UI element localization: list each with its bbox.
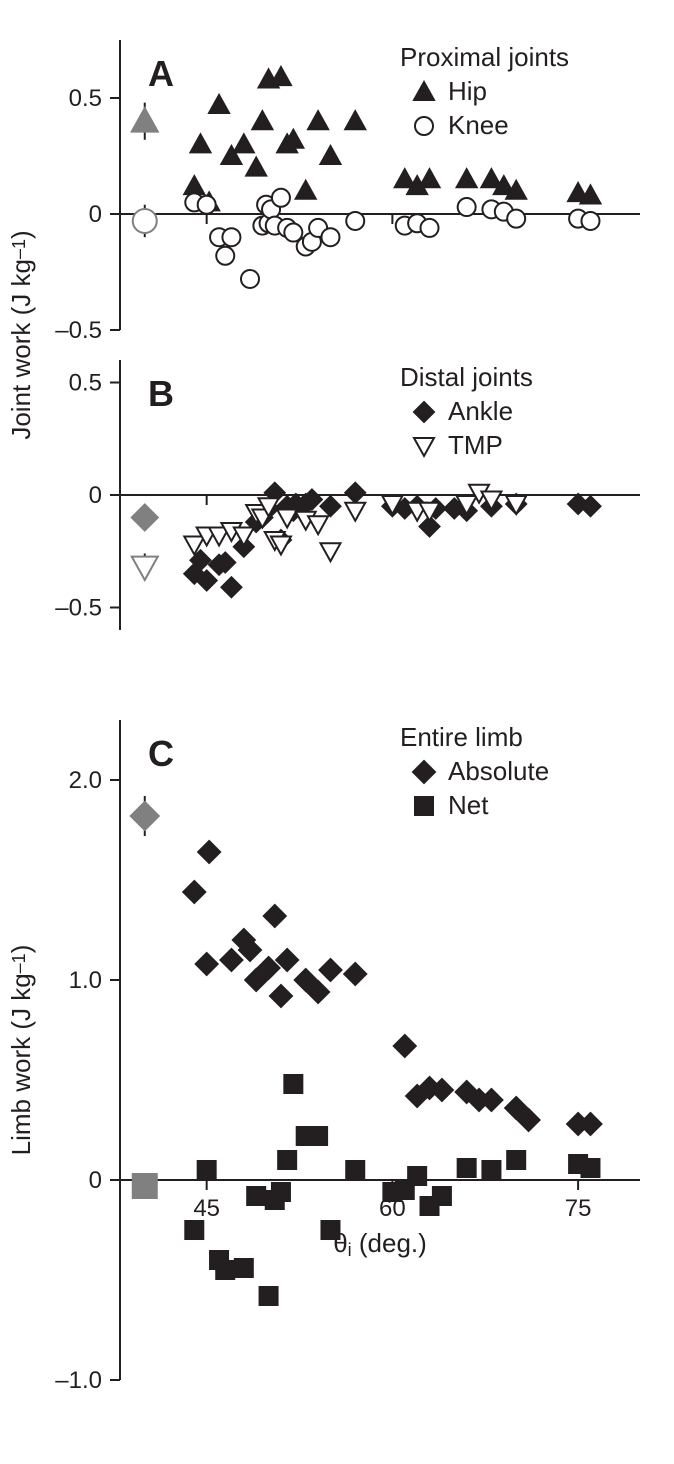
svg-text:θi (deg.): θi (deg.) bbox=[333, 1228, 427, 1260]
svg-text:Proximal joints: Proximal joints bbox=[400, 42, 569, 72]
svg-text:0.5: 0.5 bbox=[69, 370, 102, 397]
svg-text:Net: Net bbox=[448, 790, 489, 820]
svg-text:Joint work (J kg–1): Joint work (J kg–1) bbox=[6, 230, 36, 439]
svg-text:0: 0 bbox=[89, 482, 102, 509]
svg-text:Hip: Hip bbox=[448, 76, 487, 106]
svg-text:Absolute: Absolute bbox=[448, 756, 549, 786]
svg-text:45: 45 bbox=[193, 1195, 220, 1222]
figure-svg: –0.5 0 0.5 A Proximal joints Hip Knee –0.5 0 0.5 B… bbox=[0, 0, 674, 1464]
svg-text:2.0: 2.0 bbox=[69, 767, 102, 794]
svg-text:Distal joints: Distal joints bbox=[400, 362, 533, 392]
figure-root: –0.5 0 0.5 A Proximal joints Hip Knee –0.5 0 0.5 B… bbox=[0, 0, 674, 1464]
svg-text:1.0: 1.0 bbox=[69, 967, 102, 994]
svg-text:Knee: Knee bbox=[448, 110, 509, 140]
svg-text:Ankle: Ankle bbox=[448, 396, 513, 426]
svg-text:Limb work (J kg–1): Limb work (J kg–1) bbox=[6, 945, 36, 1156]
svg-text:C: C bbox=[148, 733, 174, 774]
svg-text:0: 0 bbox=[89, 201, 102, 228]
svg-text:A: A bbox=[148, 53, 174, 94]
svg-text:TMP: TMP bbox=[448, 430, 503, 460]
svg-text:75: 75 bbox=[565, 1195, 592, 1222]
svg-text:0.5: 0.5 bbox=[69, 85, 102, 112]
svg-text:0: 0 bbox=[89, 1167, 102, 1194]
svg-text:–0.5: –0.5 bbox=[55, 317, 102, 344]
svg-text:B: B bbox=[148, 373, 174, 414]
svg-text:Entire limb: Entire limb bbox=[400, 722, 523, 752]
svg-text:–0.5: –0.5 bbox=[55, 595, 102, 622]
svg-text:–1.0: –1.0 bbox=[55, 1367, 102, 1394]
